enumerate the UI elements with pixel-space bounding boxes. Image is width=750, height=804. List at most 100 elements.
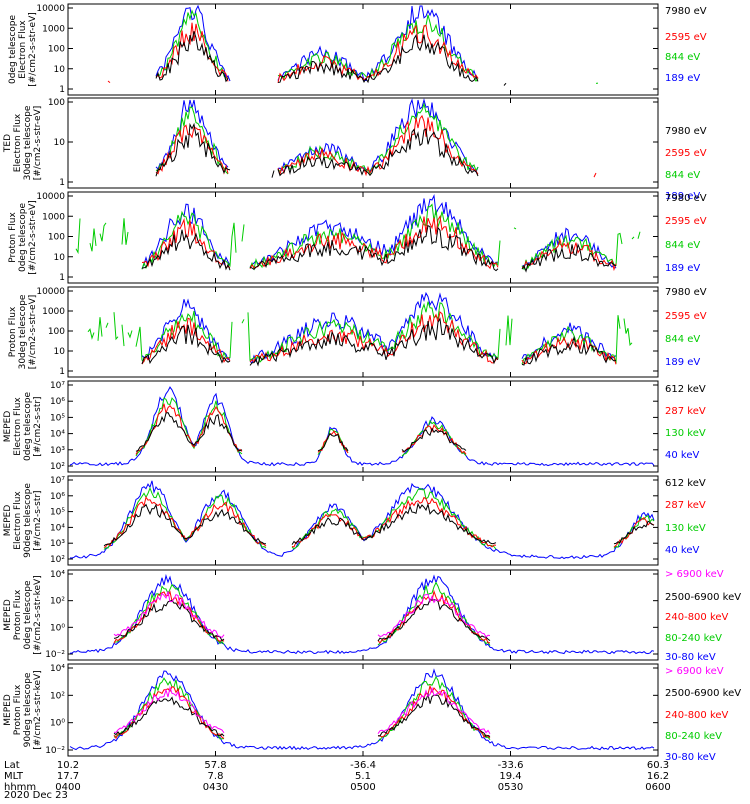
legend-label: 612 keV	[665, 478, 706, 489]
y-axis-title: [#/cm2-s-str]	[33, 490, 43, 550]
y-tick-label: 10²	[50, 555, 65, 565]
y-tick-label: 100	[48, 233, 65, 243]
legend-label: 30-80 keV	[665, 752, 716, 763]
panel-frame	[67, 475, 659, 566]
footer-row-label: MLT	[4, 771, 24, 782]
y-tick-label: 10000	[36, 4, 65, 14]
legend-label: 40 keV	[665, 545, 699, 556]
legend-label: 844 eV	[665, 240, 700, 251]
y-axis-title: 0deg telescope	[8, 15, 18, 85]
legend-label: 189 eV	[665, 357, 700, 368]
y-axis-title: [#/cm2-s-str-eV]	[28, 295, 38, 370]
footer: Lat 10.2 57.8 -36.4 -33.6 60.3 MLT 17.7 7.8 5.1 19…	[4, 760, 671, 801]
series-trace	[141, 311, 617, 365]
series-trace	[103, 495, 655, 549]
y-tick-label: 10⁻²	[45, 650, 65, 660]
y-tick-label: 10⁰	[50, 623, 65, 633]
series-trace	[156, 100, 636, 175]
y-tick-label: 10⁷	[50, 476, 65, 486]
panel-1: 1 10 100 1000 10000 0deg telescope Electron Fl…	[8, 3, 707, 96]
legend-label: 240-800 keV	[665, 612, 729, 623]
y-axis-title: 0deg telescope	[18, 203, 28, 273]
panel-3: 1 10 100 1000 10000 Proton Flux 0deg telescope…	[8, 191, 707, 284]
series-trace	[103, 502, 655, 547]
series-trace	[156, 6, 654, 81]
series-trace	[135, 397, 467, 457]
y-tick-label: 10²	[50, 691, 65, 701]
y-tick-label: 10000	[36, 287, 65, 297]
y-axis-title: [#/cm2-s-str-eV]	[28, 200, 38, 275]
legend-label: 287 keV	[665, 406, 706, 417]
y-axis-title: MEPED	[3, 694, 13, 726]
y-tick-label: 10⁵	[50, 508, 65, 518]
legend-label: 130 keV	[665, 523, 706, 534]
footer-value: 7.8	[208, 771, 224, 782]
panel-4: 1 10 100 1000 10000 Proton Flux 30deg telescop…	[8, 286, 707, 378]
footer-value: 60.3	[647, 760, 669, 771]
y-axis-title: Electron Flux	[18, 20, 28, 79]
footer-value: 0500	[350, 782, 375, 793]
panel-8: 10⁻² 10⁰ 10² 10⁴ MEPED Proton Flux 90deg teles…	[3, 663, 741, 763]
footer-value: 16.2	[647, 771, 669, 782]
y-axis-title: 0deg telescope	[23, 580, 33, 650]
y-tick-label: 10⁻²	[45, 746, 65, 756]
series-trace	[69, 386, 655, 467]
legend-label: 40 keV	[665, 450, 699, 461]
y-axis-title: 90deg telescope	[23, 483, 33, 558]
footer-value: 19.4	[499, 771, 521, 782]
legend-label: > 6900 keV	[665, 666, 724, 677]
series-trace	[69, 668, 655, 751]
legend-label: 189 eV	[665, 73, 700, 84]
legend-label: 844 eV	[665, 170, 700, 181]
panel-frame	[67, 3, 659, 96]
y-tick-label: 10000	[36, 192, 65, 202]
footer-row-label: Lat	[4, 760, 20, 771]
legend-label: 2595 eV	[665, 32, 707, 43]
series-trace	[156, 31, 574, 85]
y-axis-title: MEPED	[3, 411, 13, 443]
footer-value: -33.6	[498, 760, 524, 771]
y-tick-label: 10²	[50, 597, 65, 607]
series-trace	[69, 573, 655, 655]
legend-label: 844 eV	[665, 52, 700, 63]
legend-label: 287 keV	[665, 500, 706, 511]
y-axis-title: TED	[3, 134, 13, 153]
legend-label: 80-240 keV	[665, 633, 722, 644]
y-tick-label: 1	[59, 367, 65, 377]
series-trace	[113, 598, 491, 642]
legend-label: 2500-6900 keV	[665, 688, 741, 699]
y-tick-label: 10⁴	[50, 523, 65, 533]
footer-value: 0530	[498, 782, 523, 793]
legend-label: 844 eV	[665, 334, 700, 345]
legend-label: 30-80 keV	[665, 652, 716, 663]
y-tick-label: 100	[48, 45, 65, 55]
legend-label: 612 keV	[665, 384, 706, 395]
legend-label: 189 eV	[665, 191, 700, 202]
y-axis-title: Proton Flux	[13, 589, 23, 640]
series-trace	[113, 692, 491, 738]
y-axis-title: [#/cm2-s-str-eV]	[33, 106, 43, 181]
footer-value: -36.4	[350, 760, 376, 771]
y-tick-label: 10⁶	[50, 492, 65, 502]
series-trace	[113, 685, 491, 735]
series-trace	[113, 675, 491, 742]
series-trace	[113, 589, 491, 644]
y-axis-title: Proton Flux	[8, 306, 18, 357]
y-axis-title: [#/cm2-s-str-eV]	[28, 12, 38, 87]
y-axis-title: Proton Flux	[8, 212, 18, 263]
y-tick-label: 1000	[42, 212, 65, 222]
legend-label: 2595 eV	[665, 311, 707, 322]
footer-value: 0430	[203, 782, 228, 793]
y-tick-label: 10³	[50, 539, 65, 549]
series-trace	[141, 224, 617, 273]
y-tick-label: 10	[54, 138, 66, 148]
y-tick-label: 100	[48, 98, 65, 108]
y-axis-title: MEPED	[3, 599, 13, 631]
legend-label: 7980 eV	[665, 126, 707, 137]
footer-value: 0400	[55, 782, 80, 793]
legend-label: 130 keV	[665, 428, 706, 439]
footer-value: 17.7	[57, 771, 79, 782]
legend-label: 240-800 keV	[665, 710, 729, 721]
